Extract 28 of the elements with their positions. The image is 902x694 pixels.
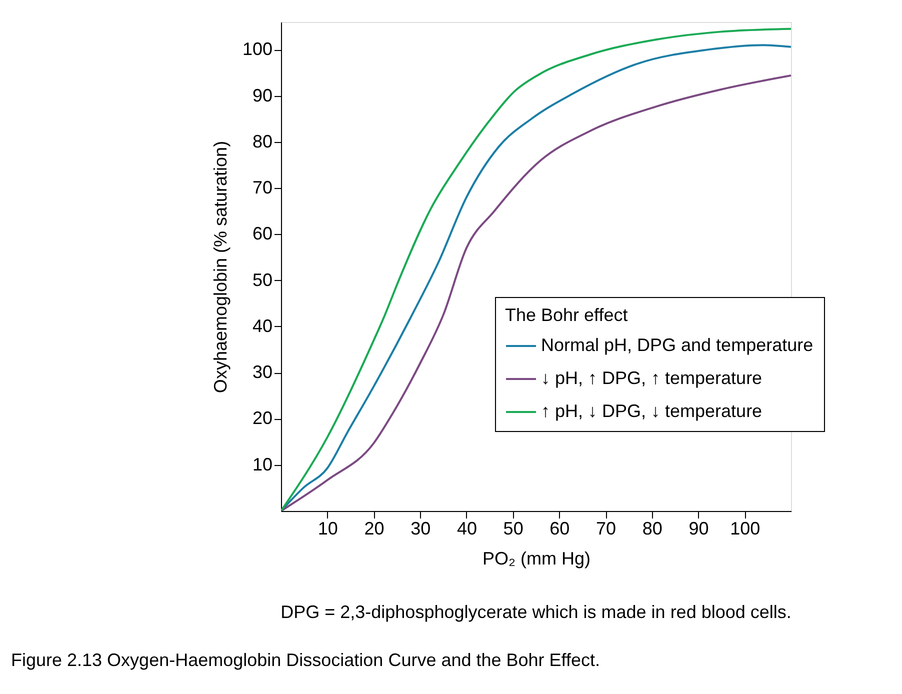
y-axis-title: Oxyhaemoglobin (% saturation)	[210, 140, 230, 394]
y-tick-label: 60	[252, 224, 272, 244]
legend-label: ↓ pH, ↑ DPG, ↑ temperature	[541, 368, 762, 388]
y-tick-label: 90	[252, 85, 272, 106]
x-tick-label: 100	[730, 518, 760, 538]
x-tick-label: 40	[456, 518, 477, 538]
y-tick-label: 20	[252, 408, 272, 428]
y-tick-label: 70	[252, 178, 272, 198]
x-tick-label: 20	[364, 518, 384, 538]
legend-label: ↑ pH, ↓ DPG, ↓ temperature	[541, 401, 762, 421]
y-tick-label: 80	[252, 131, 272, 152]
x-tick-label: 70	[596, 518, 616, 538]
x-tick-label: 60	[550, 518, 570, 538]
y-tick-label: 50	[252, 270, 272, 290]
text: DPG = 2,3-diphosphoglycerate which is made in red blood cells.	[280, 602, 792, 622]
x-tick-label: 30	[410, 518, 431, 538]
y-tick-label: 30	[252, 362, 272, 382]
x-tick-label: 90	[688, 518, 709, 538]
x-tick-label: 10	[318, 518, 338, 538]
caption: Figure 2.13 Oxygen-Haemoglobin Dissociation Curve and the Bohr Effect.	[11, 650, 600, 670]
legend-title: The Bohr effect	[505, 305, 628, 325]
x-axis-title: PO₂ (mm Hg)	[482, 548, 590, 568]
legend-label: Normal pH, DPG and temperature	[541, 335, 814, 355]
y-tick-label: 10	[252, 454, 272, 474]
y-tick-label: 100	[242, 39, 272, 60]
x-tick-label: 50	[503, 518, 524, 538]
y-tick-label: 40	[252, 316, 272, 336]
x-tick-label: 80	[642, 518, 662, 538]
